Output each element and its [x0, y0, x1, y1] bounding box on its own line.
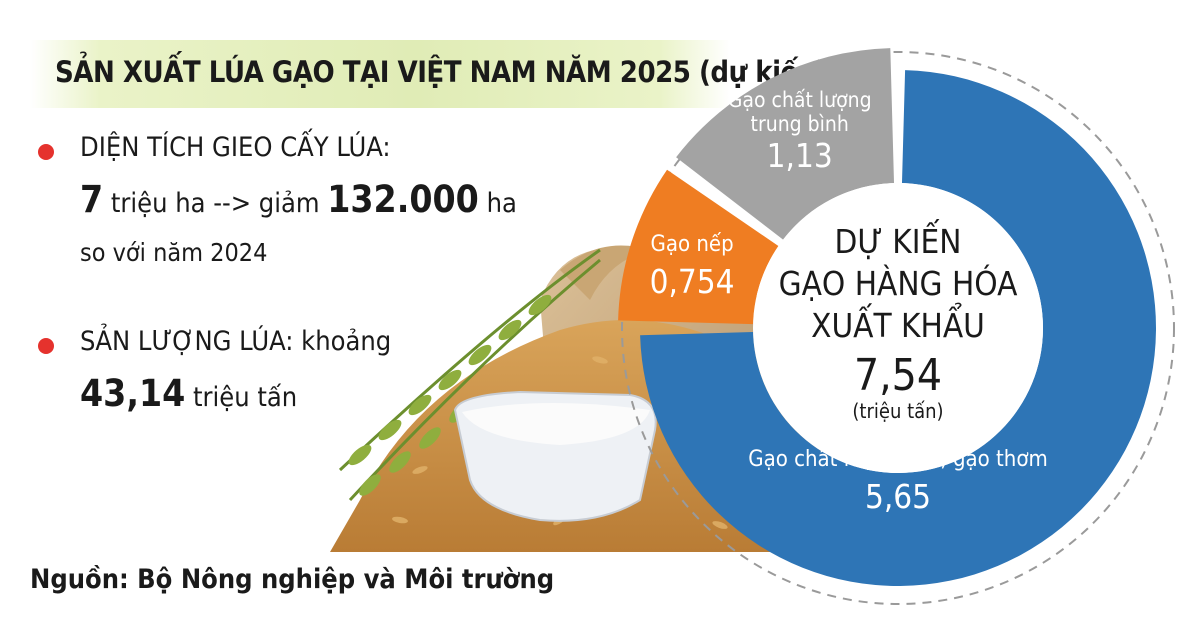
page-title: SẢN XUẤT LÚA GẠO TẠI VIỆT NAM NĂM 2025 (… — [55, 55, 828, 89]
bullet-area — [38, 144, 54, 160]
chart-center-unit: (triệu tấn) — [852, 399, 943, 423]
chart-center-line2: GẠO HÀNG HÓA — [779, 263, 1018, 303]
slice-medium-quality — [676, 48, 895, 240]
source-note: Nguồn: Bộ Nông nghiệp và Môi trường — [30, 564, 555, 595]
chart-center-line3: XUẤT KHẨU — [811, 301, 985, 345]
chart-outer-ring — [621, 51, 1175, 605]
slice-medium-quality-name-line1: Gạo chất lượng — [728, 88, 872, 112]
slice-sticky-name: Gạo nếp — [651, 232, 734, 257]
output-label: SẢN LƯỢNG LÚA: khoảng — [80, 326, 392, 357]
slice-medium-quality-name-line2: trung bình — [751, 112, 849, 136]
area-compare: so với năm 2024 — [80, 238, 268, 267]
output-value-line: 43,14 triệu tấn — [80, 372, 297, 415]
slice-sticky — [618, 169, 779, 325]
slice-sticky-value: 0,754 — [650, 262, 735, 301]
slice-high-quality-value: 5,65 — [865, 477, 931, 516]
slice-high-quality — [640, 70, 1156, 586]
output-value: 43,14 — [80, 372, 186, 415]
area-decrease-unit: ha — [478, 188, 517, 219]
area-value-unit: triệu ha --> giảm — [103, 188, 328, 219]
output-unit: triệu tấn — [185, 382, 298, 413]
chart-center-hole — [753, 183, 1043, 473]
chart-center-line1: DỰ KIẾN — [835, 218, 962, 261]
title-band — [30, 40, 730, 108]
area-value-line: 7 triệu ha --> giảm 132.000 ha — [80, 178, 517, 221]
area-value: 7 — [80, 178, 104, 221]
area-label: DIỆN TÍCH GIEO CẤY LÚA: — [80, 132, 391, 163]
chart-center-value: 7,54 — [854, 350, 942, 401]
bullet-output — [38, 338, 54, 354]
area-decrease: 132.000 — [327, 178, 479, 221]
slice-medium-quality-value: 1,13 — [767, 136, 833, 175]
slice-high-quality-name: Gạo chất lượng cao, gạo thơm — [748, 447, 1047, 472]
